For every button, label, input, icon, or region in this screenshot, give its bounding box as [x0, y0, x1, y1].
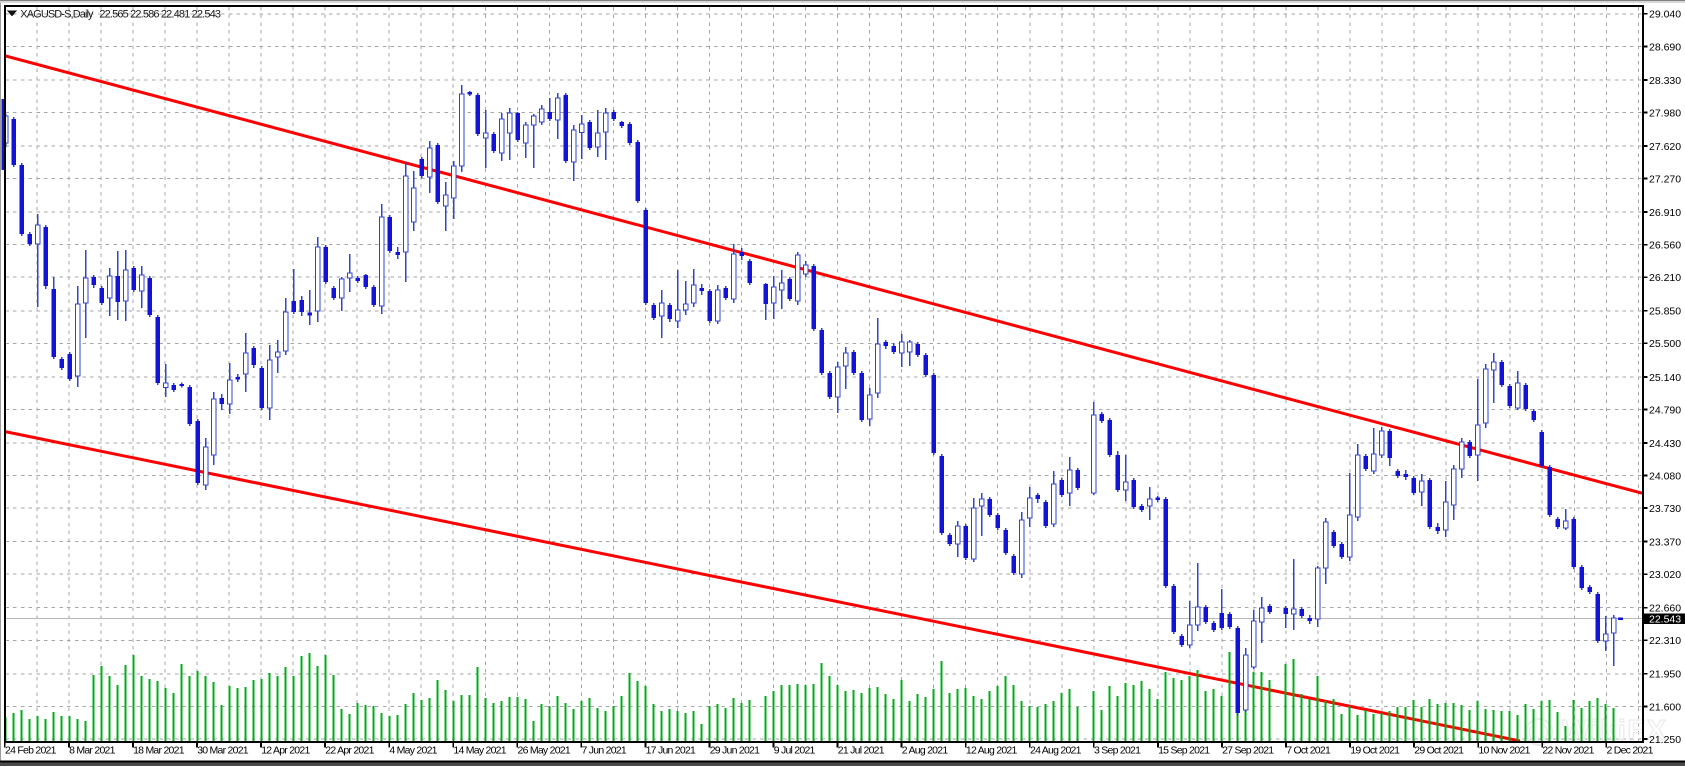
svg-text:24.430: 24.430	[1649, 438, 1681, 450]
svg-text:29.040: 29.040	[1649, 9, 1681, 21]
svg-text:29 Oct 2021: 29 Oct 2021	[1414, 745, 1464, 757]
svg-text:22.543: 22.543	[1649, 614, 1681, 626]
svg-text:15 Sep 2021: 15 Sep 2021	[1158, 745, 1210, 757]
svg-text:24.790: 24.790	[1649, 404, 1681, 416]
svg-text:26.910: 26.910	[1649, 207, 1681, 219]
svg-text:26.560: 26.560	[1649, 240, 1681, 252]
svg-text:22.310: 22.310	[1649, 635, 1681, 647]
svg-text:28.690: 28.690	[1649, 41, 1681, 53]
svg-text:22.565 22.586 22.481 22.543: 22.565 22.586 22.481 22.543	[99, 9, 221, 21]
svg-text:29 Jun 2021: 29 Jun 2021	[710, 745, 760, 757]
svg-text:24.080: 24.080	[1649, 470, 1681, 482]
svg-text:4 May 2021: 4 May 2021	[389, 745, 437, 757]
svg-text:23.020: 23.020	[1649, 569, 1681, 581]
svg-text:12 Aug 2021: 12 Aug 2021	[966, 745, 1018, 757]
svg-text:18 Mar 2021: 18 Mar 2021	[133, 745, 185, 757]
svg-text:28.330: 28.330	[1649, 75, 1681, 87]
svg-text:23.370: 23.370	[1649, 537, 1681, 549]
svg-text:14 May 2021: 14 May 2021	[453, 745, 506, 757]
svg-text:3 Sep 2021: 3 Sep 2021	[1094, 745, 1141, 757]
svg-text:24 Aug 2021: 24 Aug 2021	[1030, 745, 1082, 757]
svg-text:7 Oct 2021: 7 Oct 2021	[1286, 745, 1331, 757]
svg-text:21.600: 21.600	[1649, 701, 1681, 713]
svg-text:2 Dec 2021: 2 Dec 2021	[1607, 745, 1654, 757]
svg-text:25.850: 25.850	[1649, 306, 1681, 318]
svg-text:22.660: 22.660	[1649, 603, 1681, 615]
svg-text:22 Apr 2021: 22 Apr 2021	[325, 745, 374, 757]
svg-text:23.730: 23.730	[1649, 503, 1681, 515]
svg-text:26.210: 26.210	[1649, 272, 1681, 284]
svg-text:10 Nov 2021: 10 Nov 2021	[1478, 745, 1530, 757]
svg-text:21 Jul 2021: 21 Jul 2021	[838, 745, 885, 757]
svg-text:25.500: 25.500	[1649, 338, 1681, 350]
svg-text:7 Jun 2021: 7 Jun 2021	[582, 745, 627, 757]
svg-text:XAGUSD-S,Daily: XAGUSD-S,Daily	[20, 9, 94, 21]
svg-text:27 Sep 2021: 27 Sep 2021	[1222, 745, 1274, 757]
svg-text:12 Apr 2021: 12 Apr 2021	[261, 745, 310, 757]
svg-text:19 Oct 2021: 19 Oct 2021	[1350, 745, 1400, 757]
svg-text:27.620: 27.620	[1649, 141, 1681, 153]
svg-text:21.250: 21.250	[1649, 734, 1681, 746]
svg-text:9 Jul 2021: 9 Jul 2021	[774, 745, 816, 757]
svg-text:26 May 2021: 26 May 2021	[518, 745, 571, 757]
svg-text:22 Nov 2021: 22 Nov 2021	[1542, 745, 1594, 757]
svg-text:17 Jun 2021: 17 Jun 2021	[646, 745, 696, 757]
svg-text:21.950: 21.950	[1649, 669, 1681, 681]
svg-text:2 Aug 2021: 2 Aug 2021	[902, 745, 949, 757]
svg-text:8 Mar 2021: 8 Mar 2021	[69, 745, 116, 757]
svg-text:24 Feb 2021: 24 Feb 2021	[5, 745, 57, 757]
svg-text:27.980: 27.980	[1649, 107, 1681, 119]
svg-text:30 Mar 2021: 30 Mar 2021	[197, 745, 249, 757]
svg-text:25.140: 25.140	[1649, 372, 1681, 384]
svg-text:27.270: 27.270	[1649, 174, 1681, 186]
